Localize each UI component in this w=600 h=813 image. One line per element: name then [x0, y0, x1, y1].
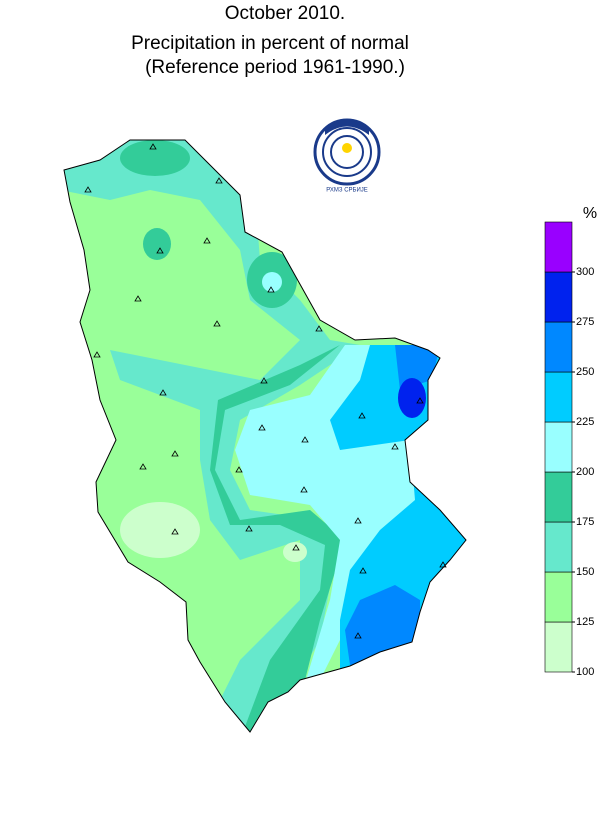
legend: % 100 125 150 175 200 225 250 275 300: [544, 205, 597, 678]
legend-unit: %: [583, 205, 597, 222]
legend-band: [544, 471, 573, 523]
legend-band: [544, 221, 573, 273]
legend-tick-label: 150: [576, 566, 594, 578]
logo-text: РХМЗ СРБИЈЕ: [326, 188, 368, 194]
legend-band: [544, 321, 573, 373]
title-line: (Reference period 1961-1990.): [145, 57, 405, 78]
legend-band: [544, 571, 573, 623]
legend-tick-label: 200: [576, 466, 594, 478]
legend-tick-label: 100: [576, 666, 594, 678]
legend-band: [544, 621, 573, 673]
legend-tick-label: 125: [576, 616, 594, 628]
legend-tick-label: 300: [576, 266, 594, 278]
title-line: October 2010.: [225, 3, 345, 24]
legend-band: [544, 371, 573, 423]
legend-tick-label: 225: [576, 416, 594, 428]
legend-band: [544, 271, 573, 323]
legend-band: [544, 421, 573, 473]
legend-tick-label: 175: [576, 516, 594, 528]
title-line: Precipitation in percent of normal: [131, 33, 409, 54]
legend-tick-label: 275: [576, 316, 594, 328]
legend-tick-label: 250: [576, 366, 594, 378]
logo: РХМЗ СРБИЈЕ: [313, 118, 381, 194]
legend-band: [544, 521, 573, 573]
stations: [84, 143, 447, 639]
